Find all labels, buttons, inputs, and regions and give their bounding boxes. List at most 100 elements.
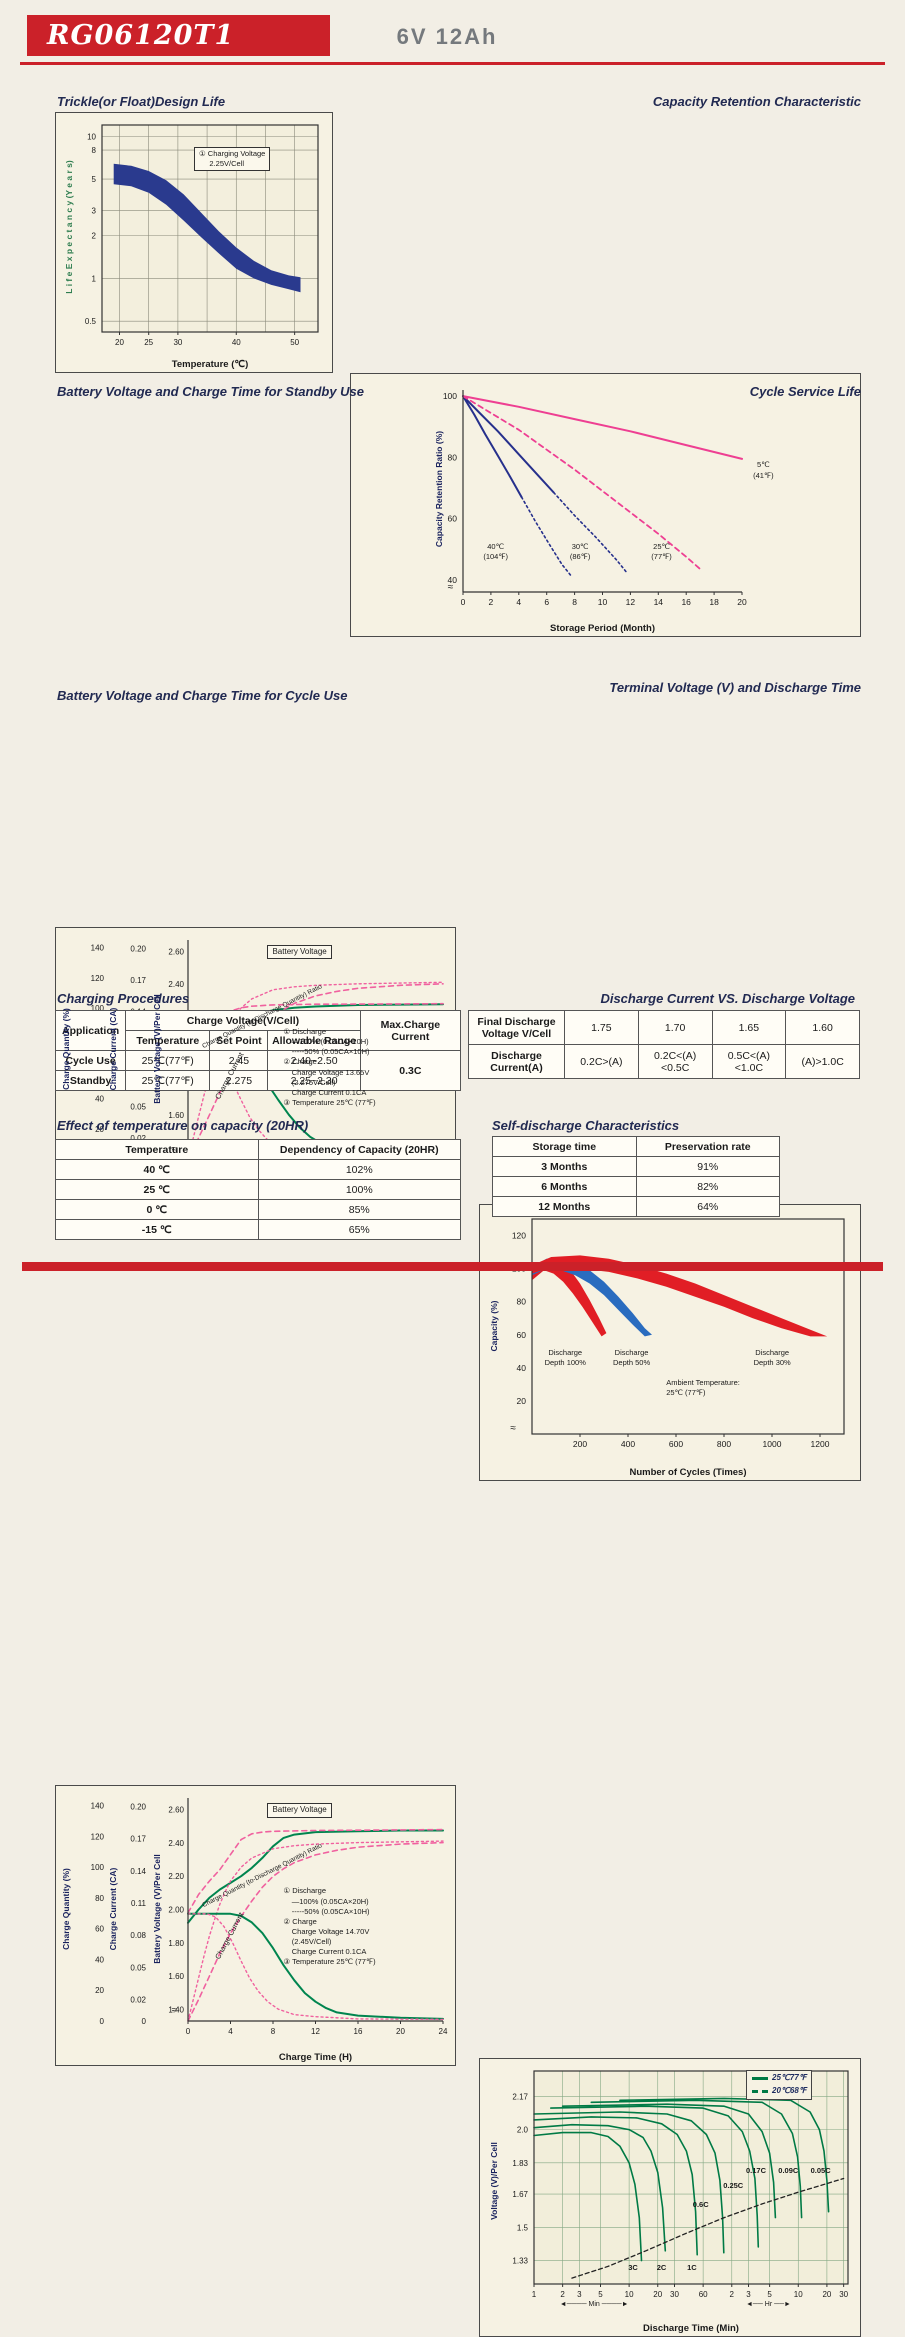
chart-annotation: ① Discharge —100% (0.05CA×20H) -----50% …: [283, 1886, 376, 1967]
y-tick-label: 60: [95, 1925, 104, 1934]
y-tick-label: 0.02: [130, 1134, 146, 1143]
chart-annotation: 40℃ (104℉): [483, 541, 508, 561]
plot-frame: [101, 124, 319, 333]
table-cell: 64%: [635, 1196, 780, 1217]
table-cell: 1.70: [637, 1010, 713, 1045]
x-tick-label: 12: [311, 2027, 320, 2036]
chart-annotation: 25℃ (77℉): [651, 541, 672, 561]
x-tick-label: 1000: [763, 1439, 782, 1449]
y-axis-title: L i f e E x p e c t a n c y (Y e a r s): [64, 160, 74, 294]
retention-5c: [462, 395, 743, 460]
chart-annotation: ≈: [447, 581, 454, 593]
y-tick-label: 2: [92, 232, 97, 241]
chart-annotation: ◄──── Min ────►: [559, 2300, 629, 2308]
x-tick-label: 2: [560, 2290, 565, 2299]
discharge-row1-label: Final Discharge Voltage V/Cell: [468, 1010, 565, 1045]
y-tick-label: 1: [92, 274, 97, 283]
x-tick-label: 10: [794, 2290, 803, 2299]
x-tick-label: 60: [699, 2290, 708, 2299]
voltage-capacity-spec: 6V 12Ah: [396, 24, 498, 49]
self-discharge-table: Storage time Preservation rate 3 Months 91%…: [492, 1136, 780, 1217]
retention-40c-dashed: [520, 496, 573, 578]
chart-cycle-charge: 0 4 8 12 16 20 24 140 120 100 80 60 40 20 0 0.20 0.17 0.1…: [55, 1785, 456, 2066]
charging-table: Application Charge Voltage(V/Cell) Max.C…: [54, 1010, 462, 1091]
x-axis-title: Number of Cycles (Times): [629, 1467, 746, 1478]
y-tick-label: 80: [95, 1894, 104, 1903]
chart-annotation: 0.09C: [778, 2165, 799, 2175]
y-tick-label: 0.20: [130, 1803, 146, 1812]
y-tick-label: 2.00: [168, 1906, 184, 1915]
y-tick-label: 0.11: [131, 1899, 147, 1908]
charging-row-standby: Standby: [54, 1070, 127, 1091]
chart-design-life: 20 25 30 40 50 10 8 5 3 2 1 0.5 Temperature (℃) L i f…: [55, 112, 333, 373]
table-cell: 6 Months: [492, 1176, 637, 1197]
section-title-discharge-current: Discharge Current VS. Discharge Voltage: [600, 991, 855, 1006]
y-tick-label: 1.67: [512, 2190, 528, 2199]
section-title-capacity-retention: Capacity Retention Characteristic: [652, 94, 861, 109]
y-tick-label: 8: [92, 146, 97, 155]
x-tick-label: 20: [653, 2290, 662, 2299]
x-tick-label: 3: [746, 2290, 751, 2299]
x-tick-label: 30: [173, 338, 182, 347]
x-tick-label: 20: [115, 338, 124, 347]
table-cell: -15 ℃: [55, 1219, 259, 1240]
y-tick-label: 20: [95, 1125, 104, 1134]
y-axis-title: Charge Current (CA): [108, 1007, 118, 1091]
table-cell: 12 Months: [492, 1196, 637, 1217]
y-tick-label: 40: [95, 1955, 104, 1964]
y-tick-label: 40: [448, 575, 458, 585]
discharge-table: Final Discharge Voltage V/Cell 1.75 1.70…: [468, 1010, 860, 1079]
y-tick-label: 2.20: [168, 1872, 184, 1881]
y-tick-label: 3: [92, 207, 97, 216]
y-tick-label: 2.60: [168, 947, 184, 956]
chart-annotation: Discharge Depth 30%: [753, 1348, 791, 1368]
chart-annotation: Ambient Temperature: 25℃ (77℉): [666, 1378, 740, 1398]
y-axis-title: Charge Quantity (%): [61, 1867, 71, 1950]
chart-annotation: Discharge Depth 50%: [613, 1348, 651, 1368]
section-title-cycle-charge: Battery Voltage and Charge Time for Cycl…: [57, 688, 348, 703]
y-tick-label: 60: [448, 514, 458, 524]
y-axis-title: Capacity Retention Ratio (%): [434, 431, 444, 548]
x-tick-label: 200: [573, 1439, 587, 1449]
y-tick-label: 2.40: [168, 980, 184, 989]
chart-annotation: ① Charging Voltage 2.25V/Cell: [194, 146, 271, 171]
table-header-cell: Dependency of Capacity (20HR): [257, 1139, 461, 1160]
table-cell: 91%: [635, 1156, 780, 1177]
x-tick-label: 50: [290, 338, 299, 347]
y-tick-label: 120: [91, 974, 105, 983]
footer-rule: [22, 1262, 883, 1271]
x-tick-label: 14: [654, 597, 664, 607]
chart-annotation: 0.17C: [746, 2165, 767, 2175]
y-tick-label: 0.5: [85, 317, 97, 326]
charging-col-temperature: Temperature: [125, 1030, 211, 1051]
y-tick-label: 1.80: [168, 1939, 184, 1948]
section-title-standby-charge: Battery Voltage and Charge Time for Stan…: [57, 384, 365, 399]
x-tick-label: 0: [186, 2027, 191, 2036]
y-tick-label: 10: [87, 132, 96, 141]
y-axis-title: Charge Current (CA): [108, 1867, 118, 1951]
x-tick-label: 1: [532, 2290, 537, 2299]
section-title-design-life: Trickle(or Float)Design Life: [57, 94, 226, 109]
y-tick-label: 20: [95, 1986, 104, 1995]
section-title-terminal-voltage: Terminal Voltage (V) and Discharge Time: [609, 680, 861, 695]
chart-annotation: 2C: [656, 2262, 667, 2272]
y-tick-label: 2.17: [512, 2092, 528, 2101]
x-tick-label: 10: [625, 2290, 634, 2299]
y-tick-label: 5: [92, 175, 97, 184]
chart-annotation: 30℃ (86℉): [569, 541, 591, 561]
y-axis-title: Battery Voltage (V)/Per Cell: [152, 1854, 162, 1964]
x-tick-label: 5: [767, 2290, 772, 2299]
terminal-voltage-svg: 1 2 3 5 10 20 30 60 2 3 5 10 20 30 2.17 2.0 1.83 1.67 1.5 1…: [512, 2070, 849, 2334]
chart-annotation: 0.25C: [723, 2180, 744, 2190]
y-tick-label: 120: [91, 1832, 105, 1841]
y-tick-label: 120: [512, 1231, 526, 1241]
table-cell: 65%: [257, 1219, 461, 1240]
chart-annotation: ◄── Hr ──►: [746, 2300, 791, 2308]
legend-label: 20℃68℉: [772, 2085, 807, 2095]
x-axis-title: Storage Period (Month): [550, 623, 655, 634]
x-tick-label: 8: [572, 597, 577, 607]
retention-25c-dashed: [462, 395, 702, 570]
y-tick-label: 40: [517, 1363, 527, 1373]
x-tick-label: 25: [144, 338, 153, 347]
table-cell: 0.2C>(A): [564, 1044, 639, 1079]
